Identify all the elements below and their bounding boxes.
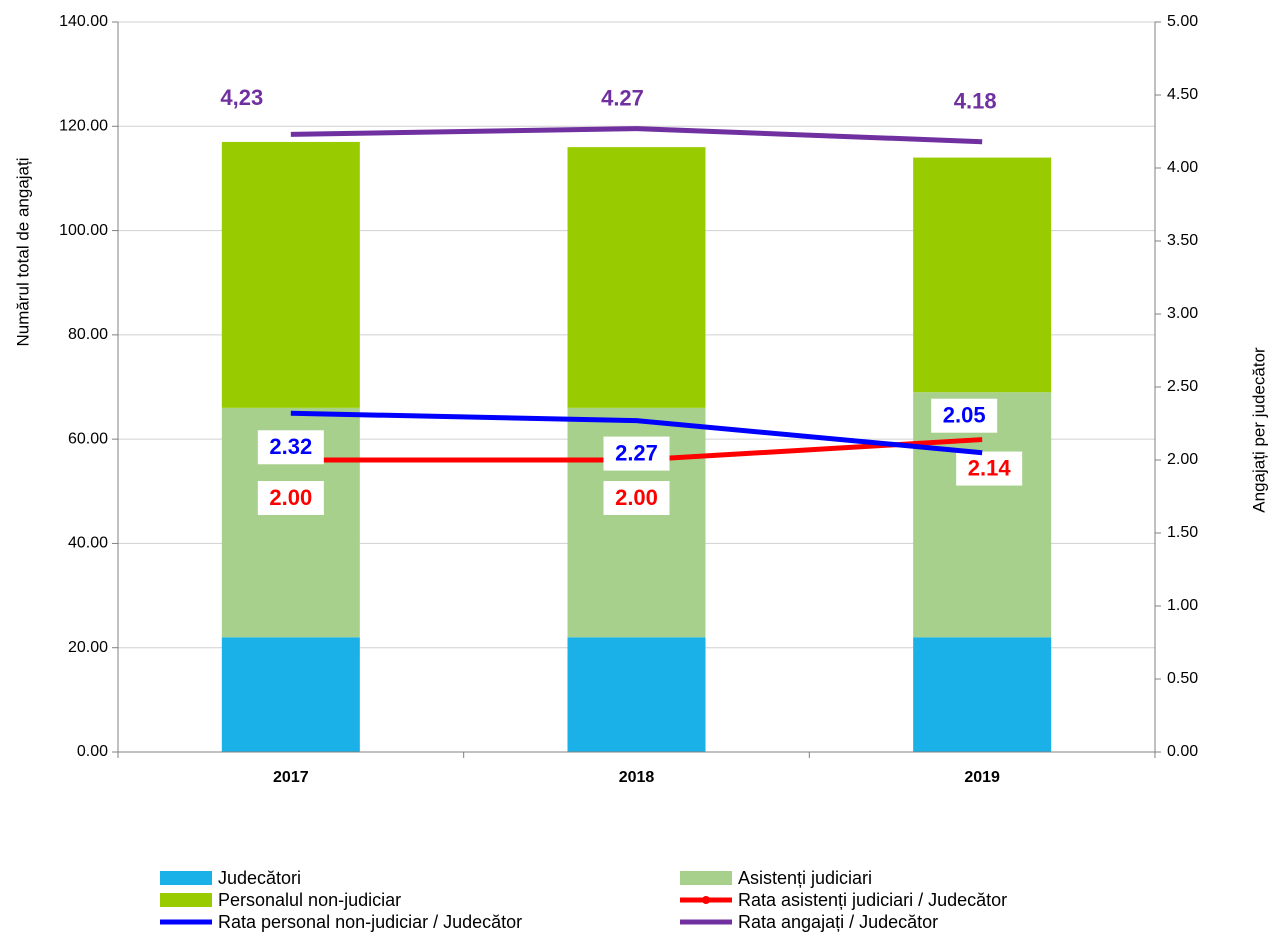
legend-label: Judecători [218,868,301,888]
x-tick-label: 2018 [619,769,655,786]
data-label: 2.27 [615,440,658,465]
line-series [290,126,983,145]
data-label: 4.27 [601,85,644,110]
legend-label: Asistenți judiciari [738,868,872,888]
y-axis-title: Numărul total de angajați [13,157,32,346]
y2-tick-label: 3.50 [1167,232,1198,249]
data-label: 2.14 [968,455,1012,480]
bar-segment [913,157,1052,393]
label-box [931,398,998,433]
y2-tick-label: 3.00 [1167,305,1198,322]
y-tick-label: 100.00 [59,222,108,239]
y2-tick-label: 1.50 [1167,524,1198,541]
data-label: 2.32 [269,434,312,459]
legend-swatch [160,871,212,885]
line-series [290,410,983,456]
y2-tick-label: 4.00 [1167,159,1198,176]
data-label: 2.05 [943,403,986,428]
label-box [257,481,324,515]
y-tick-label: 60.00 [68,430,108,447]
bar-segment [567,637,706,752]
y-tick-label: 0.00 [77,743,108,760]
legend-marker [702,896,710,904]
data-label: 2.00 [269,485,312,510]
x-tick-label: 2017 [273,769,309,786]
bar-segment [913,392,1052,638]
y-tick-label: 140.00 [59,13,108,30]
y2-axis-title: Angajați per judecător [1249,347,1268,513]
bar-segment [913,637,1052,752]
y2-tick-label: 4.50 [1167,86,1198,103]
y2-tick-label: 0.00 [1167,743,1198,760]
y-tick-label: 40.00 [68,535,108,552]
y-tick-label: 20.00 [68,639,108,656]
bar-segment [567,147,706,408]
y-tick-label: 120.00 [59,118,108,135]
data-label: 4.18 [954,89,997,114]
x-tick-label: 2019 [964,769,1000,786]
label-box [257,430,324,465]
y-tick-label: 80.00 [68,326,108,343]
label-box [603,481,670,515]
label-box [603,436,670,471]
y2-tick-label: 0.50 [1167,670,1198,687]
label-box [956,451,1023,486]
legend-label: Rata personal non-judiciar / Judecător [218,912,522,932]
legend-label: Personalul non-judiciar [218,890,401,910]
legend-label: Rata angajați / Judecător [738,912,938,932]
data-label: 4,23 [220,85,263,110]
legend-swatch [160,893,212,907]
y2-tick-label: 5.00 [1167,13,1198,30]
bar-segment [221,637,360,752]
legend-label: Rata asistenți judiciari / Judecător [738,890,1007,910]
y2-tick-label: 1.00 [1167,597,1198,614]
data-label: 2.00 [615,485,658,510]
bar-segment [221,141,360,408]
y2-tick-label: 2.50 [1167,378,1198,395]
legend-swatch [680,871,732,885]
y2-tick-label: 2.00 [1167,451,1198,468]
